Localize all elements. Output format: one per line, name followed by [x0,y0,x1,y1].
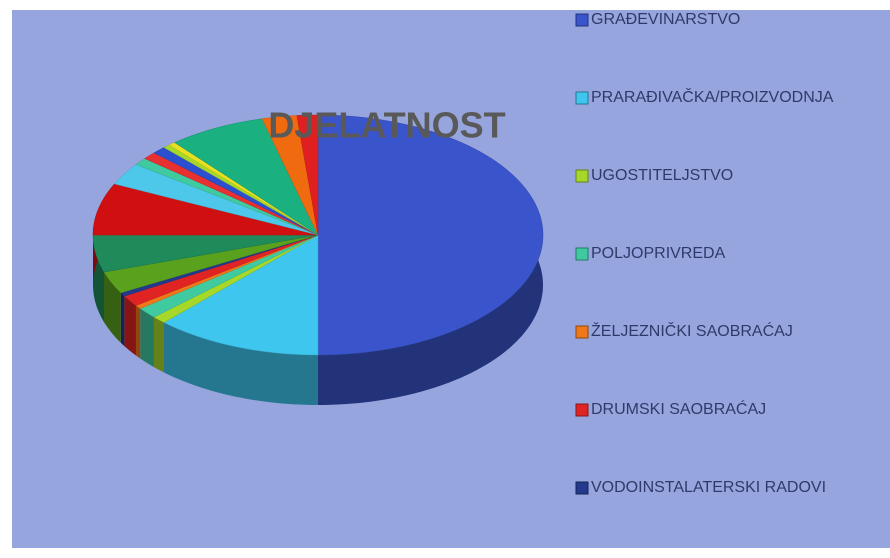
slice [174,118,319,236]
legend-swatch [575,403,589,417]
slice [163,234,319,356]
legend-swatch [575,91,589,105]
legend-label: GRAĐEVINARSTVO [591,11,740,28]
slice-side [163,322,318,405]
pie-tops [92,114,544,356]
slice-side [140,308,154,368]
slice-side [120,292,125,347]
legend-swatch [575,169,589,183]
slice [296,114,319,236]
chart-title: DJELATNOST [268,105,505,146]
legend-label: UGOSTITELJSTVO [591,167,733,184]
legend-label: PRARAĐIVAČKA/PROIZVODNJA [591,87,834,106]
legend-swatch [575,325,589,339]
legend-label: POLJOPRIVREDA [591,245,726,262]
legend-swatch [575,13,589,27]
slice [103,234,319,294]
slice [261,115,319,236]
legend-label: VODOINSTALATERSKI RADOVI [591,479,826,496]
slice [92,234,319,273]
legend-label: DRUMSKI SAOBRAĆAJ [591,399,766,418]
slice [317,114,544,356]
legend-swatch [575,481,589,495]
slice-side [104,272,121,343]
slice-side [124,296,136,356]
slice [113,164,319,236]
slice-side [135,305,141,359]
pie [92,114,544,405]
legend-label: ŽELJEZNIČKI SAOBRAĆAJ [591,321,793,340]
slice [92,183,319,236]
slice-side [153,317,164,373]
legend-swatch [575,247,589,261]
legend: GRAĐEVINARSTVO PRARAĐIVAČKA/PROIZVODNJA UG… [575,11,834,496]
